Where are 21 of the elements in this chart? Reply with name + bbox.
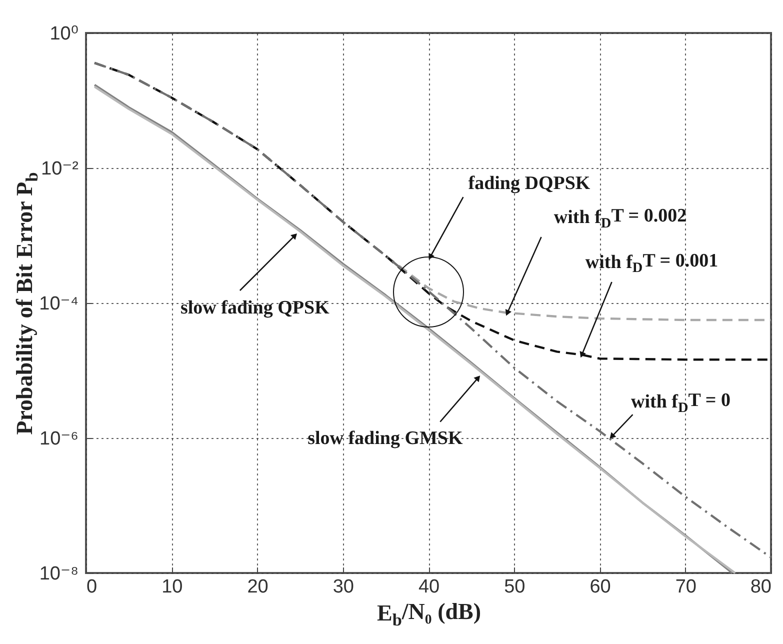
x-tick-label: 30 <box>332 576 354 598</box>
annotation: with f$_{D}$T = 0.001 <box>585 250 718 276</box>
x-tick-label: 50 <box>504 576 526 598</box>
x-tick-label: 0 <box>86 576 98 598</box>
x-tick-label: 60 <box>590 576 611 598</box>
y-tick-label: 10⁻⁶ <box>40 428 78 450</box>
annotation: fading DQPSK <box>468 173 590 194</box>
annotation: slow fading GMSK <box>308 428 463 449</box>
y-tick-label: 10⁻⁸ <box>39 564 78 584</box>
x-tick-label: 10 <box>162 576 183 598</box>
annotation: with f$_{D}$T = 0 <box>631 390 730 416</box>
y-tick-label: 10⁻⁴ <box>39 294 78 314</box>
y-tick-label: 10⁰ <box>50 24 78 44</box>
x-tick-label: 40 <box>418 576 440 598</box>
x-axis-title: E$_{b}$/N₀ (dB) <box>376 598 482 630</box>
annotation: with f$_{D}$T = 0.002 <box>554 206 687 232</box>
annotation: slow fading QPSK <box>180 298 330 318</box>
x-tick-label: 20 <box>247 576 268 598</box>
x-tick-label: 70 <box>675 576 696 598</box>
y-tick-label: 10⁻² <box>41 158 78 180</box>
x-tick-label: 80 <box>750 576 772 598</box>
